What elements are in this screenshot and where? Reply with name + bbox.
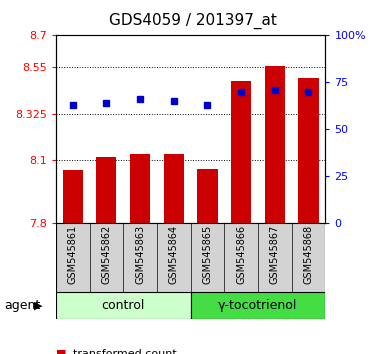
Bar bbox=[265, 65, 285, 223]
Bar bbox=[96, 157, 116, 223]
Text: GSM545868: GSM545868 bbox=[303, 224, 313, 284]
Text: agent: agent bbox=[4, 299, 40, 312]
Text: GSM545867: GSM545867 bbox=[270, 224, 280, 284]
Text: transformed count: transformed count bbox=[73, 349, 177, 354]
Text: control: control bbox=[102, 299, 145, 312]
Text: ▶: ▶ bbox=[34, 300, 43, 310]
Text: GSM545866: GSM545866 bbox=[236, 224, 246, 284]
Bar bbox=[197, 169, 218, 223]
Text: GSM545863: GSM545863 bbox=[135, 224, 145, 284]
FancyBboxPatch shape bbox=[56, 292, 191, 319]
Bar bbox=[62, 170, 83, 223]
Bar bbox=[130, 154, 150, 223]
Text: γ-tocotrienol: γ-tocotrienol bbox=[218, 299, 298, 312]
FancyBboxPatch shape bbox=[56, 223, 325, 292]
Bar bbox=[231, 81, 251, 223]
Bar bbox=[164, 154, 184, 223]
Text: ■: ■ bbox=[56, 349, 66, 354]
Text: GSM545861: GSM545861 bbox=[68, 224, 78, 284]
Text: GSM545864: GSM545864 bbox=[169, 224, 179, 284]
Bar bbox=[298, 78, 318, 223]
Text: GSM545862: GSM545862 bbox=[101, 224, 111, 284]
FancyBboxPatch shape bbox=[191, 292, 325, 319]
Text: GSM545865: GSM545865 bbox=[203, 224, 213, 284]
Text: GDS4059 / 201397_at: GDS4059 / 201397_at bbox=[109, 12, 276, 29]
